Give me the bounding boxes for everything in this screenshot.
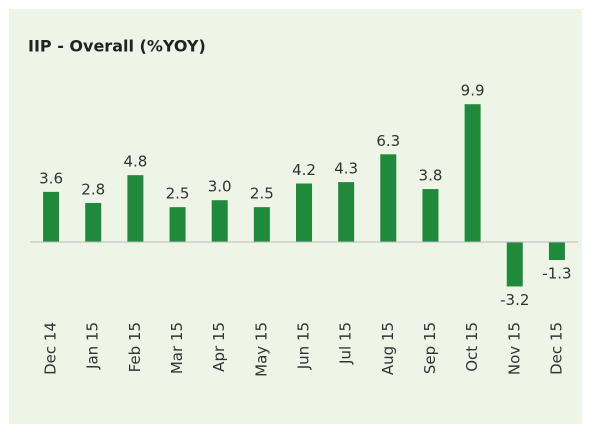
data-label: 2.8 [81, 180, 105, 198]
x-tick-label: May 15 [252, 322, 270, 377]
data-label: 4.2 [292, 161, 316, 179]
bar [422, 189, 439, 242]
data-label: 2.5 [166, 185, 190, 203]
x-tick-label: Jan 15 [84, 322, 102, 370]
bar [548, 241, 565, 261]
x-tick-label: Feb 15 [126, 322, 144, 372]
data-label: 2.5 [250, 185, 274, 203]
bar [85, 202, 102, 242]
bar [338, 182, 355, 242]
x-tick-label: Sep 15 [421, 322, 439, 374]
x-tick-label: Dec 14 [42, 322, 60, 375]
x-tick-label: Nov 15 [505, 322, 523, 375]
data-label: 3.8 [419, 167, 443, 185]
data-label: 3.0 [208, 178, 232, 196]
bar [464, 104, 481, 242]
x-tick-label: Jun 15 [295, 322, 313, 370]
bar [169, 207, 186, 242]
bar [506, 241, 523, 287]
data-label: 3.6 [39, 169, 63, 187]
chart-title: IIP - Overall (%YOY) [28, 37, 206, 56]
x-tick-label: Dec 15 [547, 322, 565, 375]
data-label: 4.8 [123, 153, 147, 171]
data-label: 6.3 [376, 132, 400, 150]
bar [211, 200, 228, 242]
bar [296, 183, 312, 242]
data-label: 4.3 [334, 160, 358, 178]
x-tick-label: Jul 15 [337, 322, 355, 365]
x-tick-label: Apr 15 [210, 322, 228, 372]
x-tick-label: Mar 15 [168, 322, 186, 374]
bar [43, 191, 60, 242]
x-tick-label: Oct 15 [463, 322, 481, 372]
bar [380, 154, 397, 242]
data-label: 9.9 [461, 82, 485, 100]
data-label: -1.3 [542, 265, 571, 283]
data-label: -3.2 [500, 291, 529, 309]
x-tick-label: Aug 15 [379, 322, 397, 375]
chart-background [9, 9, 582, 424]
bar [253, 207, 270, 242]
bar [127, 175, 144, 242]
